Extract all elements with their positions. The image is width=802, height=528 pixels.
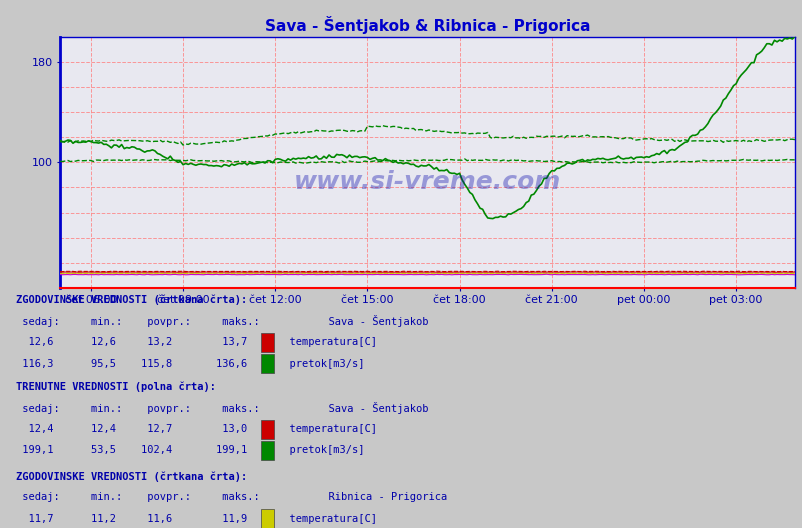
Text: ZGODOVINSKE VREDNOSTI (črtkana črta):: ZGODOVINSKE VREDNOSTI (črtkana črta): (16, 295, 247, 305)
Bar (261, 333, 273, 352)
Text: temperatura[C]: temperatura[C] (277, 337, 377, 347)
Text: pretok[m3/s]: pretok[m3/s] (277, 359, 364, 369)
Text: www.si-vreme.com: www.si-vreme.com (294, 171, 561, 194)
Bar (261, 509, 273, 528)
Text: temperatura[C]: temperatura[C] (277, 514, 377, 524)
Text: 11,7      11,2     11,6        11,9: 11,7 11,2 11,6 11,9 (16, 514, 247, 524)
Text: 12,6      12,6     13,2        13,7: 12,6 12,6 13,2 13,7 (16, 337, 247, 347)
Text: 116,3      95,5    115,8       136,6: 116,3 95,5 115,8 136,6 (16, 359, 247, 369)
Text: sedaj:     min.:    povpr.:     maks.:           Ribnica - Prigorica: sedaj: min.: povpr.: maks.: Ribnica - Pr… (16, 493, 447, 503)
Text: TRENUTNE VREDNOSTI (polna črta):: TRENUTNE VREDNOSTI (polna črta): (16, 382, 216, 392)
Text: ZGODOVINSKE VREDNOSTI (črtkana črta):: ZGODOVINSKE VREDNOSTI (črtkana črta): (16, 471, 247, 482)
Title: Sava - Šentjakob & Ribnica - Prigorica: Sava - Šentjakob & Ribnica - Prigorica (265, 16, 589, 34)
Text: pretok[m3/s]: pretok[m3/s] (277, 446, 364, 456)
Text: sedaj:     min.:    povpr.:     maks.:           Sava - Šentjakob: sedaj: min.: povpr.: maks.: Sava - Šentj… (16, 402, 428, 414)
Text: 199,1      53,5    102,4       199,1: 199,1 53,5 102,4 199,1 (16, 446, 247, 456)
Bar (261, 420, 273, 439)
Text: 12,4      12,4     12,7        13,0: 12,4 12,4 12,7 13,0 (16, 425, 247, 435)
Bar (261, 354, 273, 373)
Text: temperatura[C]: temperatura[C] (277, 425, 377, 435)
Bar (261, 441, 273, 460)
Text: sedaj:     min.:    povpr.:     maks.:           Sava - Šentjakob: sedaj: min.: povpr.: maks.: Sava - Šentj… (16, 315, 428, 327)
